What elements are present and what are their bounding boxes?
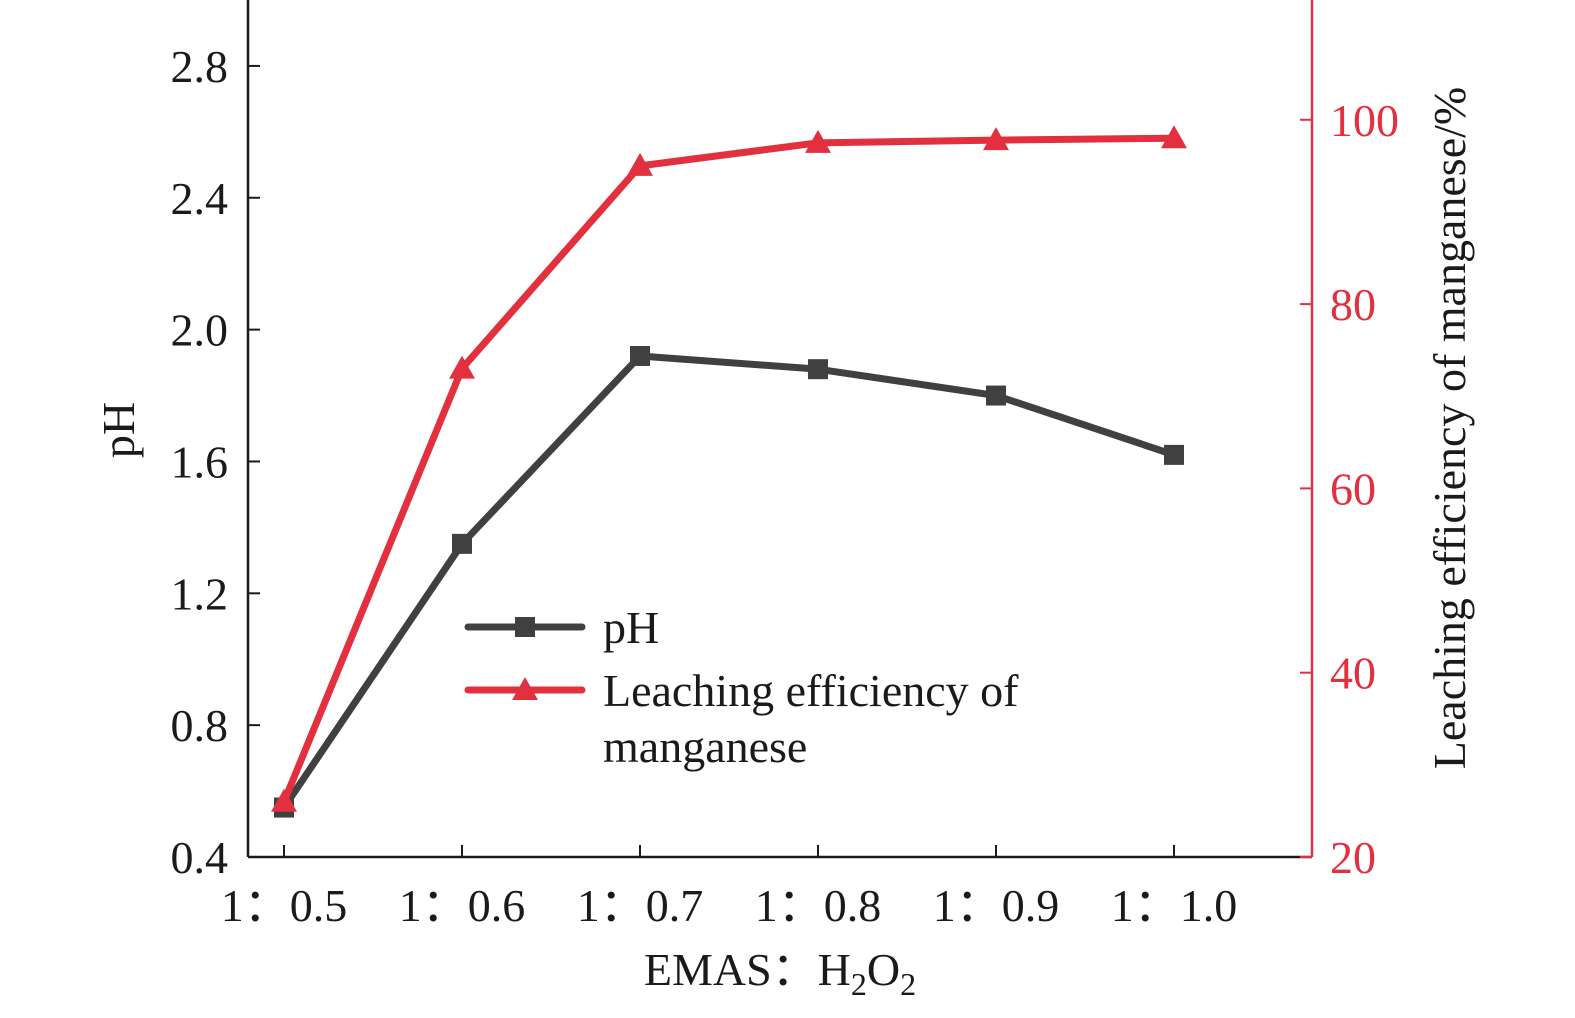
legend-entry: pH	[464, 602, 659, 653]
y2-tick-label: 100	[1330, 95, 1399, 146]
legend-label: pH	[603, 602, 659, 653]
y-tick-label: 0.4	[171, 832, 229, 883]
x-tick-label: 1：1.0	[1111, 880, 1238, 931]
x-tick-label: 1：0.8	[755, 880, 882, 931]
axes: 1：0.5 1：0.6 1：0.7 1：0.8 1：0.9 1：1.0 0.4 0.8 1.2 1…	[171, 0, 1399, 931]
data-point	[271, 788, 297, 812]
y-tick-label: 1.6	[171, 436, 229, 487]
data-point	[986, 385, 1006, 406]
data-point	[808, 359, 828, 380]
x-tick-label: 1：0.5	[221, 880, 348, 931]
y2-tick-label: 60	[1330, 463, 1376, 514]
series-leaching	[271, 125, 1187, 812]
axis-titles: pH Leaching efficiency of manganese/% EMAS…	[93, 87, 1475, 1002]
data-point	[805, 129, 831, 153]
y2-tick-label: 40	[1330, 648, 1376, 699]
x-tick-label: 1：0.7	[577, 880, 704, 931]
y2-tick-label: 20	[1330, 832, 1376, 883]
y-tick-label: 1.2	[171, 568, 229, 619]
series-layer	[271, 125, 1187, 818]
data-point	[449, 355, 475, 379]
legend-label: Leaching efficiency of	[603, 665, 1019, 716]
series-line	[280, 352, 1178, 812]
data-point	[627, 152, 653, 176]
y-tick-label: 2.0	[171, 305, 229, 356]
data-point	[983, 127, 1009, 151]
x-tick-label: 1：0.9	[933, 880, 1060, 931]
legend-marker	[512, 677, 538, 700]
y-tick-label: 2.4	[171, 173, 229, 224]
y-tick-label: 2.8	[171, 41, 229, 92]
x-axis-title: EMAS：H2O2	[644, 944, 916, 1002]
y2-tick-label: 80	[1330, 279, 1376, 330]
data-point	[1161, 125, 1187, 149]
y2-axis-title: Leaching efficiency of manganese/%	[1424, 87, 1475, 769]
x-tick-label: 1：0.6	[399, 880, 526, 931]
legend-label: manganese	[603, 721, 807, 772]
legend-marker	[515, 617, 535, 637]
data-point	[1164, 444, 1184, 465]
data-point	[452, 533, 472, 554]
data-point	[630, 345, 650, 366]
y-axis-title: pH	[93, 402, 144, 458]
y-tick-label: 0.8	[171, 700, 229, 751]
series-line	[280, 134, 1178, 806]
